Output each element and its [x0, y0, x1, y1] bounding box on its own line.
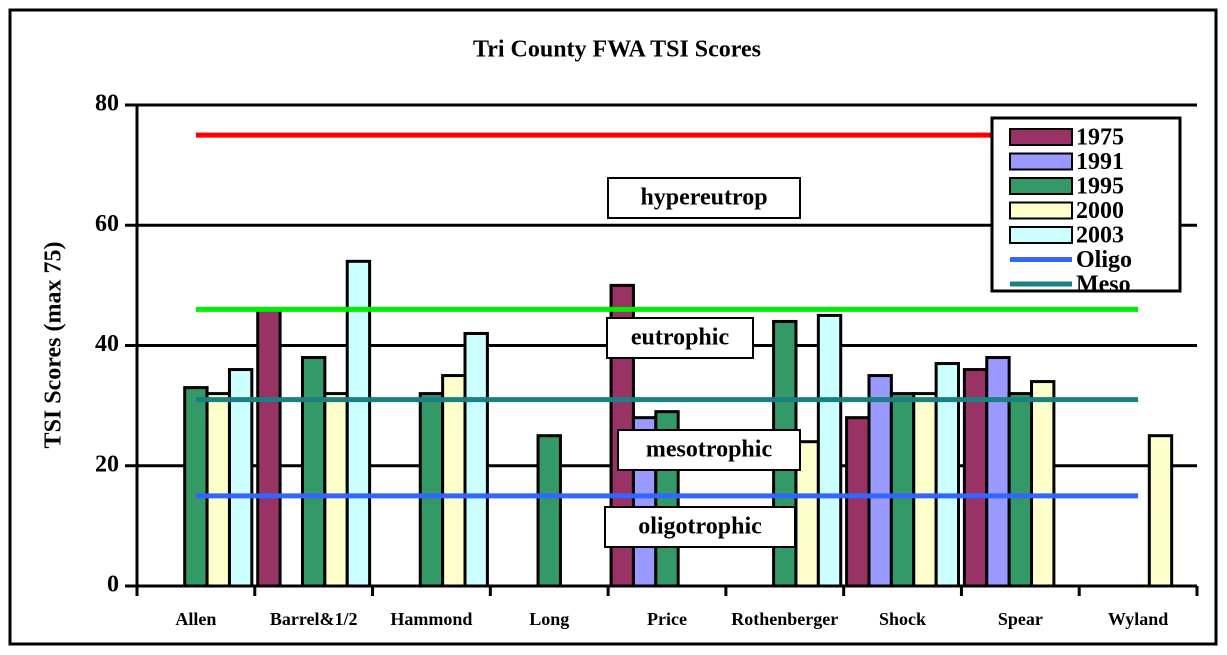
bar [256, 307, 282, 588]
legend-label: 1991 [1076, 149, 1124, 175]
y-tick-label: 0 [107, 572, 119, 598]
x-tick-label: Wyland [1108, 609, 1168, 629]
annotation-box [606, 317, 754, 359]
legend-label: Meso [1076, 272, 1131, 298]
legend-label: 1975 [1076, 125, 1124, 151]
bar [1147, 434, 1174, 588]
bar [441, 374, 467, 588]
y-tick-label: 40 [95, 331, 119, 357]
x-tick-label: Rothenberger [731, 609, 838, 629]
bar [985, 356, 1011, 588]
x-tick-label: Allen [175, 609, 216, 629]
legend-swatch [1009, 201, 1073, 220]
bar [536, 434, 562, 588]
y-tick-label: 80 [95, 91, 119, 117]
bar [845, 416, 871, 588]
legend-swatch [1009, 152, 1073, 171]
bar [323, 392, 349, 588]
legend-label: 2000 [1076, 198, 1124, 224]
y-tick-label: 60 [95, 211, 119, 237]
annotation: oligotrophic [638, 514, 762, 540]
bar [816, 313, 843, 588]
bar [300, 356, 327, 588]
bar [912, 392, 938, 588]
legend-swatch [1009, 177, 1073, 195]
annotation: hypereutrop [640, 185, 767, 211]
legend-label: 2003 [1076, 223, 1124, 249]
x-tick-label: Spear [998, 609, 1043, 629]
x-tick-label: Barrel&1/2 [270, 609, 358, 629]
y-axis-label: TSI Scores (max 75) [41, 242, 67, 449]
bar [934, 362, 960, 588]
legend-swatch [1009, 226, 1073, 244]
annotation-box [617, 429, 801, 471]
bar [418, 392, 445, 588]
y-tick-label: 20 [95, 451, 119, 477]
legend-label: Oligo [1076, 247, 1132, 273]
bar [183, 386, 209, 588]
bar [867, 374, 893, 588]
x-tick-label: Price [647, 609, 687, 629]
chart-title: Tri County FWA TSI Scores [473, 37, 761, 63]
legend-swatch [1009, 128, 1073, 146]
annotation: mesotrophic [646, 437, 773, 463]
bar [1007, 392, 1034, 588]
annotation: eutrophic [631, 325, 730, 351]
annotation-box [607, 177, 801, 219]
bar [463, 331, 489, 588]
legend-label: 1995 [1076, 174, 1124, 200]
bar [205, 392, 231, 588]
bar [889, 392, 916, 588]
bar [1030, 380, 1056, 588]
annotation-box [604, 506, 796, 548]
x-tick-label: Shock [879, 609, 926, 629]
x-tick-label: Hammond [390, 609, 472, 629]
x-tick-label: Long [529, 609, 569, 629]
